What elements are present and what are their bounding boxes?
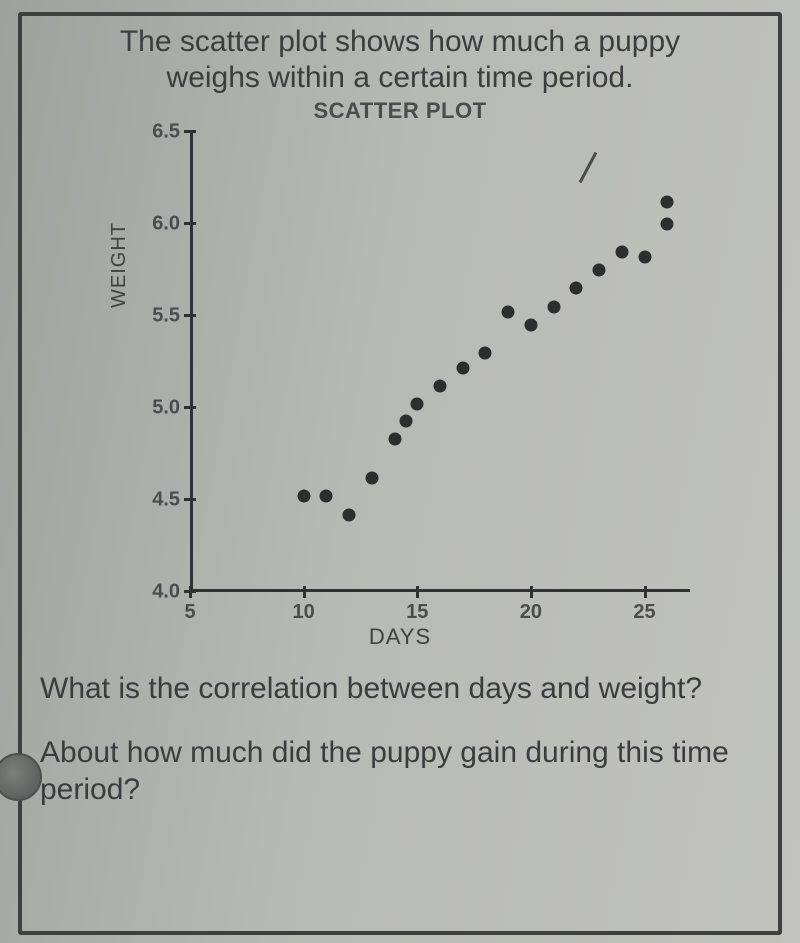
- y-tick: [184, 406, 196, 409]
- data-point: [593, 264, 606, 277]
- data-point: [343, 508, 356, 521]
- y-tick-label: 5.5: [136, 305, 180, 328]
- question-1: What is the correlation between days and…: [40, 670, 760, 708]
- intro-line-2: weighs within a certain time period.: [167, 61, 634, 94]
- x-tick-label: 10: [284, 601, 324, 624]
- data-point: [434, 379, 447, 392]
- y-tick: [184, 222, 196, 225]
- y-axis: [190, 132, 193, 592]
- x-tick: [416, 586, 419, 598]
- data-point: [320, 490, 333, 503]
- x-tick-label: 5: [170, 601, 210, 624]
- data-point: [479, 346, 492, 359]
- y-tick-label: 6.5: [136, 121, 180, 144]
- intro-text: The scatter plot shows how much a puppy …: [48, 24, 752, 96]
- x-tick: [189, 586, 192, 598]
- x-tick: [530, 586, 533, 598]
- data-point: [638, 251, 651, 264]
- question-2: About how much did the puppy gain during…: [40, 734, 760, 809]
- y-axis-label: WEIGHT: [108, 222, 131, 308]
- y-tick-label: 5.0: [136, 397, 180, 420]
- y-tick: [184, 314, 196, 317]
- scatter-plot: SCATTER PLOT WEIGHT 4.04.55.05.56.06.5 5…: [80, 98, 720, 658]
- x-axis: [190, 589, 690, 592]
- data-point: [661, 195, 674, 208]
- data-point: [661, 218, 674, 231]
- intro-line-1: The scatter plot shows how much a puppy: [120, 25, 680, 58]
- data-point: [297, 490, 310, 503]
- y-tick-label: 4.5: [136, 489, 180, 512]
- x-axis-label: DAYS: [80, 624, 720, 650]
- stray-mark: [579, 152, 598, 183]
- data-point: [615, 245, 628, 258]
- data-point: [388, 433, 401, 446]
- y-tick: [184, 130, 196, 133]
- worksheet-panel: The scatter plot shows how much a puppy …: [18, 12, 782, 935]
- y-tick-label: 6.0: [136, 213, 180, 236]
- data-point: [411, 398, 424, 411]
- y-tick: [184, 498, 196, 501]
- x-tick-label: 20: [511, 601, 551, 624]
- data-point: [547, 300, 560, 313]
- data-point: [456, 361, 469, 374]
- data-point: [570, 282, 583, 295]
- data-point: [365, 471, 378, 484]
- x-tick: [303, 586, 306, 598]
- x-tick-label: 15: [397, 601, 437, 624]
- plot-area: [190, 132, 690, 592]
- data-point: [502, 306, 515, 319]
- data-point: [524, 319, 537, 332]
- x-tick: [644, 586, 647, 598]
- data-point: [399, 414, 412, 427]
- x-tick-label: 25: [625, 601, 665, 624]
